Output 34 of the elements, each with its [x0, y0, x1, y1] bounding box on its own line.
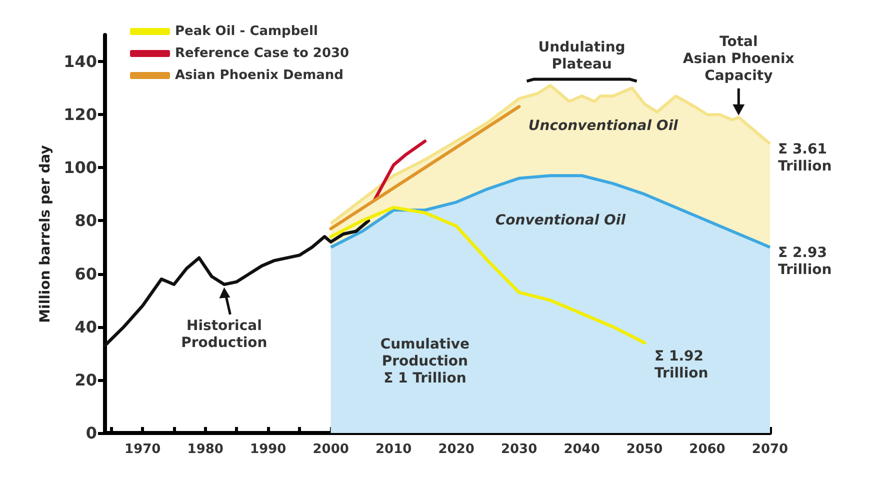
annotation: Total Asian Phoenix Capacity: [682, 34, 794, 84]
x-tick-label: 2000: [312, 442, 349, 457]
y-tick-label: 120: [64, 105, 97, 124]
x-tick-label: 2070: [752, 442, 788, 457]
line-series: [103, 219, 370, 348]
legend-label: Asian Phoenix Demand: [175, 68, 344, 83]
annotation: Σ 1.92 Trillion: [654, 348, 708, 382]
x-tick-label: 2030: [500, 442, 538, 457]
y-tick-label: 40: [74, 317, 97, 336]
y-tick-label: 60: [74, 264, 97, 284]
annotation: Σ 2.93 Trillion: [778, 244, 832, 278]
annotation: Undulating Plateau: [538, 40, 626, 73]
y-tick-label: 80: [74, 211, 97, 230]
annotation: Cumulative Production Σ 1 Trillion: [380, 336, 470, 386]
y-tick-label: 140: [64, 52, 97, 72]
x-tick-label: 2020: [438, 442, 474, 457]
y-tick-label: 20: [74, 370, 97, 390]
y-axis-title: Million barrels per day: [38, 145, 54, 323]
x-tick-label: 2010: [375, 442, 412, 457]
x-tick-label: 1980: [187, 442, 224, 457]
legend-label: Reference Case to 2030: [175, 46, 350, 61]
series-label: Unconventional Oil: [528, 118, 678, 134]
x-tick-label: 1990: [250, 442, 286, 457]
legend-label: Peak Oil - Campbell: [175, 24, 318, 39]
line-series: [373, 140, 427, 202]
x-tick-label: 2060: [689, 442, 726, 457]
x-tick-label: 1970: [124, 442, 161, 457]
x-tick-label: 2050: [626, 442, 663, 457]
y-tick-label: 0: [86, 424, 97, 442]
y-tick-label: 100: [64, 158, 97, 178]
x-tick-label: 2040: [564, 442, 600, 457]
annotation: Σ 3.61 Trillion: [778, 141, 832, 174]
annotation: Historical Production: [181, 318, 268, 351]
series-label: Conventional Oil: [495, 212, 626, 229]
